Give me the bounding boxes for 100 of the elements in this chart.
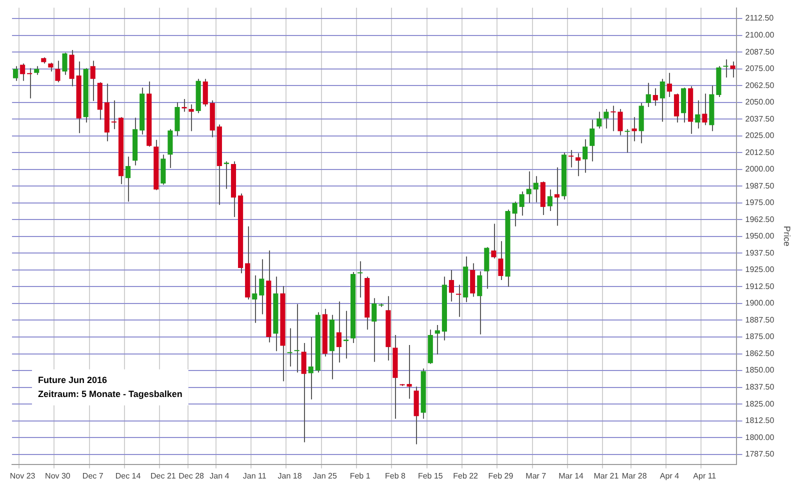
candlestick: [554, 166, 560, 226]
candlestick: [287, 328, 292, 368]
candlestick: [604, 108, 609, 129]
y-tick-label: 1900.00: [745, 298, 775, 308]
candlestick: [456, 284, 462, 318]
candlestick: [470, 262, 476, 298]
x-tick-label: Feb 29: [488, 471, 514, 480]
y-tick-label: 1800.00: [745, 432, 775, 442]
candlestick: [702, 93, 708, 126]
candlestick: [674, 93, 680, 123]
y-tick-label: 2087.50: [745, 47, 775, 56]
candlestick: [526, 170, 532, 204]
y-tick-label: 1787.50: [745, 450, 775, 459]
candlestick: [624, 128, 630, 154]
x-tick-label: Jan 25: [312, 471, 338, 480]
annotation: Zeitraum: 5 Monate - Tagesbalken: [38, 388, 182, 399]
y-tick-label: 2112.50: [745, 14, 774, 23]
x-tick-label: Mar 7: [526, 471, 547, 480]
x-tick-label: Feb 8: [385, 471, 406, 480]
x-tick-label: Feb 15: [418, 471, 444, 480]
candlestick: [533, 176, 538, 203]
candlestick: [372, 298, 377, 362]
candlestick: [358, 260, 363, 298]
candlestick: [547, 189, 552, 212]
y-tick-label: 1950.00: [745, 232, 775, 241]
x-tick-label: Dec 7: [82, 471, 104, 480]
x-tick-label: Feb 1: [350, 471, 371, 480]
candlestick: [448, 269, 454, 302]
candlestick: [252, 274, 258, 324]
y-tick-label: 2012.50: [745, 148, 775, 157]
y-tick-label: 2062.50: [745, 80, 775, 90]
y-tick-label: 2050.00: [745, 98, 775, 107]
x-tick-label: Nov 23: [10, 471, 36, 480]
y-tick-label: 1975.00: [745, 198, 775, 208]
y-tick-label: 1925.00: [745, 265, 775, 274]
candlestick: [484, 246, 490, 290]
candlestick: [590, 119, 595, 162]
candlestick: [62, 52, 68, 76]
candlestick: [188, 104, 194, 132]
candlestick: [90, 60, 96, 102]
y-tick-label: 2025.00: [745, 131, 775, 140]
candlestick: [20, 62, 26, 82]
y-tick-label: 2037.50: [745, 114, 775, 124]
y-tick-label: 1812.50: [745, 416, 775, 426]
y-tick-label: 2075.00: [745, 64, 775, 74]
candlestick: [111, 100, 116, 130]
candlestick: [55, 60, 60, 83]
candlestick: [498, 240, 504, 281]
y-tick-label: 1887.50: [745, 315, 775, 324]
candlestick: [406, 344, 412, 400]
candlestick: [259, 258, 264, 315]
candlestick: [125, 156, 131, 202]
candlestick: [519, 191, 524, 216]
candlestick: [632, 116, 637, 142]
candlestick: [582, 138, 588, 174]
candlestick: [224, 160, 230, 190]
x-tick-label: Jan 18: [278, 471, 302, 480]
candlestick: [202, 78, 208, 107]
candlestick: [27, 68, 32, 99]
x-tick-label: Mar 28: [622, 471, 648, 480]
candlestick: [343, 310, 349, 359]
candlestick: [301, 342, 306, 443]
candlestick: [660, 78, 665, 122]
candlestick: [723, 58, 728, 78]
candlestick: [695, 100, 700, 129]
candlestick: [652, 88, 658, 106]
x-tick-label: Feb 22: [453, 471, 479, 480]
candlestick: [646, 82, 651, 108]
y-tick-label: 1937.50: [745, 248, 775, 258]
x-tick-label: Apr 11: [693, 471, 717, 480]
x-tick-label: Dec 28: [178, 471, 205, 480]
y-axis-title: Price: [782, 226, 792, 246]
x-tick-label: Apr 4: [660, 471, 680, 480]
y-tick-label: 1875.00: [745, 332, 775, 342]
x-tick-label: Dec 21: [150, 471, 176, 480]
y-tick-label: 1862.50: [745, 348, 775, 358]
annotation: Future Jun 2016: [38, 374, 108, 385]
candlestick: [477, 270, 482, 335]
candlestick: [568, 149, 574, 168]
x-tick-label: Nov 30: [45, 471, 71, 480]
candlestick: [182, 98, 187, 112]
candlestick: [491, 223, 496, 260]
x-tick-label: Mar 14: [558, 471, 584, 480]
y-tick-label: 1912.50: [745, 282, 775, 291]
candlestick: [294, 304, 300, 374]
y-tick-label: 1825.00: [745, 399, 775, 408]
candlestick: [308, 336, 314, 400]
candlestick: [12, 66, 18, 82]
y-tick-label: 1987.50: [745, 181, 775, 190]
candlestick: [596, 111, 602, 129]
y-tick-label: 1837.50: [745, 382, 775, 392]
y-tick-label: 1962.50: [745, 214, 775, 224]
x-tick-label: Mar 21: [594, 471, 620, 480]
x-tick-label: Dec 14: [115, 471, 142, 480]
candlestick: [666, 72, 672, 98]
x-tick-label: Jan 4: [210, 471, 230, 480]
candlestick: [336, 300, 342, 363]
candlestick: [730, 60, 736, 78]
y-tick-label: 1850.00: [745, 366, 775, 375]
x-tick-label: Jan 11: [242, 471, 267, 480]
